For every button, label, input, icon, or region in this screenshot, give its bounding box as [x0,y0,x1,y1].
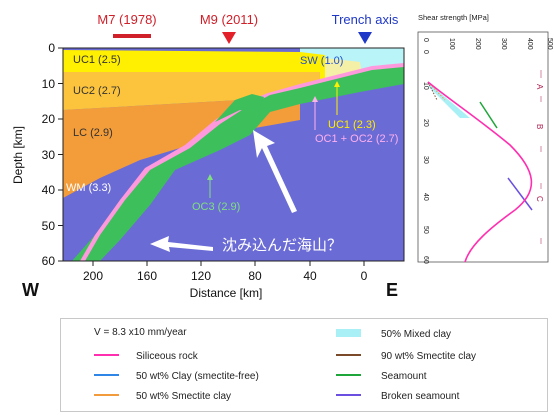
y-tick: 30 [42,148,56,162]
seamount-line [479,101,498,129]
m7-bar [113,34,151,38]
profile-x-tick: 200 [474,38,481,50]
layer-uc1-fill [63,50,325,88]
west-label: W [22,280,39,300]
x-tick: 0 [361,269,368,283]
y-tick: 40 [42,183,56,197]
layer-label-wm: WM (3.3) [66,182,111,194]
profile-x-tick: 400 [526,38,533,50]
zone-b: B [535,124,544,129]
x-tick: 200 [83,269,103,283]
profile-y-tick: 40 [422,193,429,201]
legend-label-broken-seamount: Broken seamount [381,391,460,402]
legend-label-smectite-90: 90 wt% Smectite clay [381,351,476,362]
layer-label-lc: LC (2.9) [73,127,113,139]
profile-panel: Shear strength [MPa] 0 100 200 300 400 5… [417,13,553,264]
legend-label-mixed-clay: 50% Mixed clay [381,329,451,340]
layer-label-oc12: OC1 + OC2 (2.7) [315,133,398,145]
legend-label-smectite-50: 50 wt% Smectite clay [136,391,231,402]
profile-y-ticks: 0 10 20 30 40 50 60 [422,50,429,264]
seamount-annotation: 沈み込んだ海山？ [222,236,342,254]
profile-y-tick: 10 [422,82,429,90]
y-tick: 10 [42,77,56,91]
seamount-bump [215,94,264,122]
x-tick: 160 [137,269,157,283]
profile-y-tick: 50 [422,226,429,234]
cross-section-panel: UC1 (2.5) UC2 (2.7) LC (2.9) WM (3.3) SW… [11,12,405,300]
left-arrow-icon [150,236,213,252]
y-axis-label: Depth [km] [11,126,25,184]
profile-x-tick: 500 [546,38,553,50]
layer-uc2-fill [63,72,320,110]
profile-x-ticks: 0 100 200 300 400 500 [422,38,553,50]
legend-label-clay-free: 50 wt% Clay (smectite-free) [136,371,259,382]
profile-frame [417,31,549,263]
x-tick: 80 [248,269,262,283]
legend: V = 8.3 x10 mm/year Siliceous rock 50 wt… [60,318,548,412]
legend-label-siliceous: Siliceous rock [136,351,199,362]
x-axis: 200 160 120 80 40 0 [83,261,368,283]
blue-down-triangle-icon [358,32,372,44]
x-tick: 120 [191,269,211,283]
label-pointers [207,81,340,198]
profile-y-tick: 60 [422,256,429,264]
broken-seamount-line [507,177,533,211]
profile-x-tick: 100 [448,38,455,50]
trench-axis-label: Trench axis [332,12,399,27]
legend-label-seamount: Seamount [381,371,427,382]
clay-dotted [427,81,438,101]
profile-x-tick: 0 [422,38,429,42]
zone-a: A [535,84,544,90]
profile-y-tick: 30 [422,156,429,164]
diagonal-arrow-icon [253,130,297,213]
red-down-triangle-icon [222,32,236,44]
profile-y-tick: 0 [422,50,429,54]
x-axis-label: Distance [km] [190,286,263,300]
y-tick: 50 [42,219,56,233]
layer-label-uc1-23: UC1 (2.3) [328,119,376,131]
layer-label-sw: SW (1.0) [300,55,343,67]
x-tick: 40 [303,269,317,283]
profile-y-tick: 20 [422,119,429,127]
profile-x-tick: 300 [500,38,507,50]
east-label: E [386,280,398,300]
layer-label-uc2: UC2 (2.7) [73,85,121,97]
profile-title: Shear strength [MPa] [418,13,489,22]
mixed-clay-wedge [428,86,470,118]
layer-oc3-fill [72,66,404,261]
layer-label-oc3: OC3 (2.9) [192,201,240,213]
layer-label-uc1: UC1 (2.5) [73,54,121,66]
y-tick: 60 [42,254,56,268]
legend-header: V = 8.3 x10 mm/year [94,327,187,338]
zone-c: C [535,196,544,202]
y-axis: 0 10 20 30 40 50 60 [42,41,63,268]
subduction-arrows [150,130,297,252]
y-tick: 0 [48,41,55,55]
legend-swatch-mixed-clay [336,329,361,337]
m7-label: M7 (1978) [97,12,156,27]
y-tick: 20 [42,112,56,126]
siliceous-rock-curve [427,81,533,263]
m9-label: M9 (2011) [200,12,258,27]
